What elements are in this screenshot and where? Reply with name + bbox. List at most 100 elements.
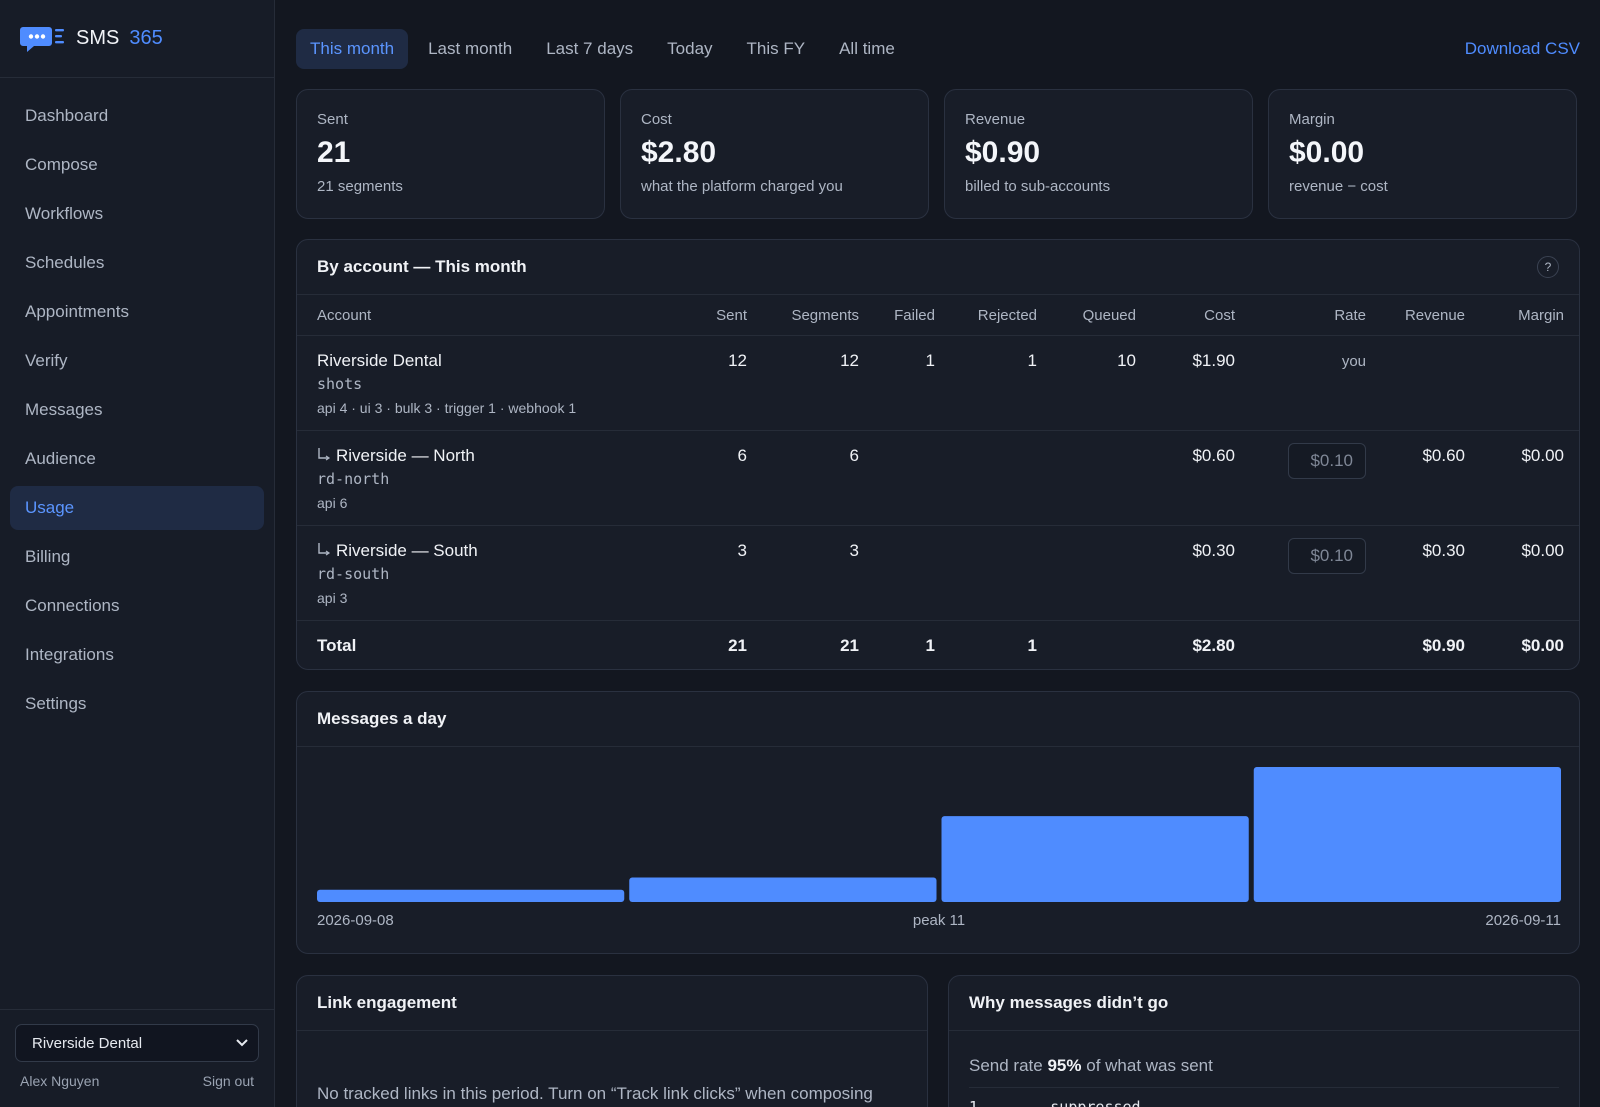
sidebar-nav: Dashboard Compose Workflows Schedules Ap… <box>0 78 274 726</box>
bar-2026-09-09[interactable] <box>629 877 937 902</box>
rejected-value: 1 <box>1027 351 1037 370</box>
sidebar-footer: Riverside Dental Alex Nguyen Sign out <box>0 1009 274 1107</box>
help-icon[interactable]: ? <box>1537 256 1559 278</box>
col-cost[interactable]: Cost <box>1204 307 1235 324</box>
card-subtext: billed to sub-accounts <box>965 178 1111 195</box>
revenue-value: $0.30 <box>1422 541 1465 560</box>
sidebar-item-connections[interactable]: Connections <box>25 596 120 615</box>
period-tabs: This month Last month Last 7 days Today … <box>296 29 1580 69</box>
cost-value: $0.30 <box>1192 541 1235 560</box>
sidebar-item-usage[interactable]: Usage <box>10 486 264 530</box>
margin-value: $0.00 <box>1521 446 1564 465</box>
total-sent: 21 <box>728 636 747 655</box>
sidebar-item-workflows[interactable]: Workflows <box>25 204 104 223</box>
panel-title: Why messages didn’t go <box>949 976 1579 1031</box>
total-cost: $2.80 <box>1192 636 1235 655</box>
card-subtext: what the platform charged you <box>641 178 843 195</box>
account-select-value: Riverside Dental <box>32 1034 143 1052</box>
queued-value: 10 <box>1117 351 1136 370</box>
sidebar-item-compose[interactable]: Compose <box>25 155 98 174</box>
link-engagement-panel: Link engagement No tracked links in this… <box>296 975 928 1107</box>
tab-last-7-days[interactable]: Last 7 days <box>546 39 634 58</box>
why-panel: Why messages didn’t go Send rate 95% of … <box>948 975 1580 1107</box>
sidebar-item-billing[interactable]: Billing <box>25 547 71 566</box>
margin-card: Margin $0.00 revenue − cost <box>1268 89 1577 219</box>
user-row: Alex Nguyen Sign out <box>15 1073 259 1089</box>
segments-value: 6 <box>849 446 859 465</box>
col-account[interactable]: Account <box>317 307 372 324</box>
card-subtext: revenue − cost <box>1289 178 1388 195</box>
col-failed[interactable]: Failed <box>894 307 935 324</box>
brand[interactable]: SMS 365 <box>0 0 274 78</box>
card-value: $0.00 <box>1289 136 1365 169</box>
col-rate[interactable]: Rate <box>1334 307 1366 324</box>
col-rejected[interactable]: Rejected <box>977 307 1037 324</box>
col-margin[interactable]: Margin <box>1518 307 1564 324</box>
tab-last-month[interactable]: Last month <box>428 39 513 58</box>
panel-title: By account — This month ? <box>297 240 1579 295</box>
rate-input[interactable]: $0.10 <box>1288 538 1366 574</box>
segments-value: 12 <box>840 351 859 370</box>
account-channels: api 4 · ui 3 · bulk 3 · trigger 1 · webh… <box>317 400 577 416</box>
total-rejected: 1 <box>1027 636 1037 655</box>
card-label: Sent <box>317 111 348 128</box>
account-name: Riverside — South <box>336 541 478 560</box>
why-title: Why messages didn’t go <box>969 993 1169 1012</box>
user-name: Alex Nguyen <box>20 1073 100 1089</box>
account-select[interactable]: Riverside Dental <box>15 1024 259 1062</box>
sign-out-link[interactable]: Sign out <box>202 1073 254 1089</box>
link-engagement-title: Link engagement <box>317 993 457 1012</box>
cost-card: Cost $2.80 what the platform charged you <box>620 89 929 219</box>
messages-chart-panel: Messages a day 2026-09-08 peak 11 2026-0… <box>296 691 1580 954</box>
tab-all-time[interactable]: All time <box>839 39 895 58</box>
sent-value: 6 <box>737 446 747 465</box>
divider <box>969 1087 1559 1088</box>
sidebar-item-appointments[interactable]: Appointments <box>25 302 129 321</box>
tab-this-month[interactable]: This month <box>296 29 409 69</box>
table-row[interactable]: Riverside Dental shots api 4 · ui 3 · bu… <box>297 336 1579 431</box>
send-rate-text: Send rate 95% of what was sent <box>969 1056 1213 1076</box>
send-rate-suffix: of what was sent <box>1086 1056 1213 1075</box>
panel-title: Messages a day <box>297 692 1579 747</box>
col-queued[interactable]: Queued <box>1082 307 1136 324</box>
tab-today[interactable]: Today <box>667 39 713 58</box>
table-row[interactable]: Riverside — North rd-north api 6 6 6 $0.… <box>297 431 1579 526</box>
sidebar-item-integrations[interactable]: Integrations <box>25 645 114 664</box>
sidebar-item-audience[interactable]: Audience <box>25 449 96 468</box>
card-label: Cost <box>641 111 672 128</box>
link-engagement-empty: No tracked links in this period. Turn on… <box>317 1084 873 1103</box>
card-label: Margin <box>1289 111 1335 128</box>
download-csv-link[interactable]: Download CSV <box>1464 39 1580 58</box>
reason-row: 1 suppressed <box>969 1098 1141 1107</box>
col-revenue[interactable]: Revenue <box>1404 307 1465 324</box>
sidebar-item-messages[interactable]: Messages <box>25 400 103 419</box>
account-name: Riverside — North <box>336 446 475 465</box>
sidebar-item-dashboard[interactable]: Dashboard <box>25 106 109 125</box>
bar-2026-09-10[interactable] <box>941 816 1249 902</box>
brand-name: SMS <box>76 27 120 49</box>
card-label: Revenue <box>965 111 1026 128</box>
account-slug: rd-north <box>317 470 390 488</box>
revenue-card: Revenue $0.90 billed to sub-accounts <box>944 89 1253 219</box>
sidebar-item-verify[interactable]: Verify <box>25 351 68 370</box>
chart-start-label: 2026-09-08 <box>317 912 394 929</box>
sidebar-item-settings[interactable]: Settings <box>25 694 87 713</box>
total-margin: $0.00 <box>1521 636 1564 655</box>
revenue-value: $0.60 <box>1422 446 1465 465</box>
col-sent[interactable]: Sent <box>716 307 747 324</box>
sidebar-item-schedules[interactable]: Schedules <box>25 253 105 272</box>
table-row[interactable]: Riverside — South rd-south api 3 3 3 $0.… <box>297 526 1579 621</box>
sidebar: SMS 365 Dashboard Compose Workflows Sche… <box>0 0 275 1107</box>
cost-value: $0.60 <box>1192 446 1235 465</box>
sent-value: 12 <box>728 351 747 370</box>
by-account-panel: By account — This month ? Account Sent S… <box>296 239 1580 670</box>
card-value: $0.90 <box>965 136 1041 169</box>
rate-placeholder: $0.10 <box>1310 451 1353 470</box>
account-name: Riverside Dental <box>317 351 442 370</box>
tab-this-fy[interactable]: This FY <box>746 39 806 58</box>
failed-value: 1 <box>925 351 935 370</box>
rate-input[interactable]: $0.10 <box>1288 443 1366 479</box>
bar-2026-09-11[interactable] <box>1253 767 1561 902</box>
bar-2026-09-08[interactable] <box>317 889 625 902</box>
col-segments[interactable]: Segments <box>791 307 859 324</box>
